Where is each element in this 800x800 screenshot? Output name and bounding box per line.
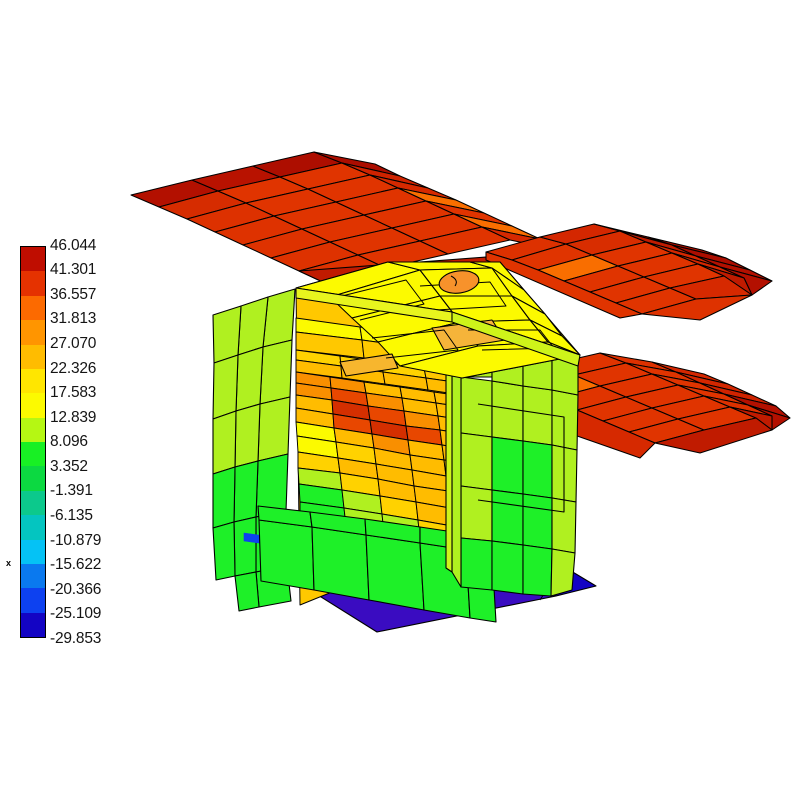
legend-label: -15.622 bbox=[50, 556, 102, 574]
legend-swatch-14[interactable] bbox=[21, 588, 45, 613]
wall-element bbox=[212, 305, 242, 364]
legend-tick-labels: 46.044 41.301 36.557 31.813 27.070 22.32… bbox=[50, 233, 140, 651]
panel-element bbox=[641, 294, 753, 321]
wall-element bbox=[522, 440, 553, 499]
legend-color-bar[interactable] bbox=[20, 246, 46, 638]
legend-label: 27.070 bbox=[50, 334, 97, 352]
legend-label: 36.557 bbox=[50, 285, 97, 303]
body-element bbox=[311, 526, 370, 601]
wall-element bbox=[491, 380, 524, 442]
wall-element bbox=[550, 548, 576, 597]
axis-triad: x bbox=[6, 553, 20, 569]
lip-element bbox=[451, 311, 581, 367]
wall-element bbox=[522, 544, 553, 597]
wall-element bbox=[259, 339, 293, 405]
axis-label-x: x bbox=[6, 558, 12, 568]
panel-element bbox=[485, 251, 643, 319]
legend-swatch-11[interactable] bbox=[21, 515, 45, 540]
wall-element bbox=[234, 403, 261, 468]
legend-label: -1.391 bbox=[50, 482, 93, 500]
legend-swatch-13[interactable] bbox=[21, 563, 45, 589]
wall-element bbox=[522, 493, 553, 550]
legend-swatch-3[interactable] bbox=[21, 320, 45, 345]
deck-hatch-panel bbox=[339, 353, 399, 377]
wall-element bbox=[212, 410, 237, 475]
legend-label: -25.109 bbox=[50, 605, 102, 623]
wall-element bbox=[522, 385, 553, 446]
legend-label: -6.135 bbox=[50, 507, 93, 525]
legend-swatch-9[interactable] bbox=[21, 466, 45, 491]
legend-swatch-4[interactable] bbox=[21, 344, 45, 369]
wall-element bbox=[235, 346, 264, 412]
body-element bbox=[365, 534, 425, 611]
left-wall[interactable] bbox=[212, 288, 296, 612]
legend-label: 12.839 bbox=[50, 408, 97, 426]
legend-label: -10.879 bbox=[50, 531, 102, 549]
legend-swatch-15[interactable] bbox=[21, 612, 45, 637]
wall-element bbox=[460, 485, 493, 542]
wall-element bbox=[491, 436, 524, 495]
wall-inset-outline bbox=[477, 403, 565, 513]
wall-element bbox=[460, 432, 493, 491]
solar-panel-right-upper[interactable] bbox=[485, 223, 773, 321]
body-element bbox=[258, 519, 315, 591]
legend-swatch-10[interactable] bbox=[21, 490, 45, 516]
wall-element bbox=[233, 460, 259, 523]
legend-label: 41.301 bbox=[50, 261, 97, 279]
wall-element bbox=[212, 354, 239, 420]
legend-label: -29.853 bbox=[50, 630, 102, 648]
contour-legend[interactable]: 46.044 41.301 36.557 31.813 27.070 22.32… bbox=[20, 237, 140, 646]
wall-element bbox=[257, 396, 291, 462]
antenna-dish-icon[interactable] bbox=[438, 268, 481, 295]
wall-element bbox=[234, 571, 260, 612]
legend-label: 17.583 bbox=[50, 384, 97, 402]
legend-swatch-8[interactable] bbox=[21, 442, 45, 467]
legend-swatch-5[interactable] bbox=[21, 368, 45, 394]
legend-label: 8.096 bbox=[50, 433, 88, 451]
legend-label: 3.352 bbox=[50, 457, 88, 475]
wall-element bbox=[551, 389, 579, 451]
legend-swatch-1[interactable] bbox=[21, 271, 45, 296]
legend-swatch-7[interactable] bbox=[21, 417, 45, 442]
legend-swatch-2[interactable] bbox=[21, 295, 45, 321]
wall-element bbox=[233, 516, 257, 577]
legend-swatch-6[interactable] bbox=[21, 393, 45, 418]
wall-element bbox=[460, 537, 493, 591]
deck-panel-outline bbox=[371, 329, 459, 359]
legend-swatch-0[interactable] bbox=[21, 247, 45, 272]
antenna-dish-detail bbox=[450, 275, 457, 287]
wall-element bbox=[212, 466, 236, 529]
deck-front-lip bbox=[295, 287, 581, 367]
panel-element bbox=[654, 417, 773, 454]
wall-element bbox=[237, 296, 269, 356]
legend-label: 46.044 bbox=[50, 236, 97, 254]
wall-element bbox=[212, 521, 236, 581]
legend-swatch-12[interactable] bbox=[21, 539, 45, 564]
legend-label: 22.326 bbox=[50, 359, 97, 377]
legend-label: 31.813 bbox=[50, 310, 97, 328]
legend-label: -20.366 bbox=[50, 580, 102, 598]
right-wall[interactable] bbox=[445, 310, 579, 597]
wall-element bbox=[460, 376, 493, 438]
wall-element bbox=[491, 489, 524, 546]
wall-element bbox=[491, 540, 524, 595]
